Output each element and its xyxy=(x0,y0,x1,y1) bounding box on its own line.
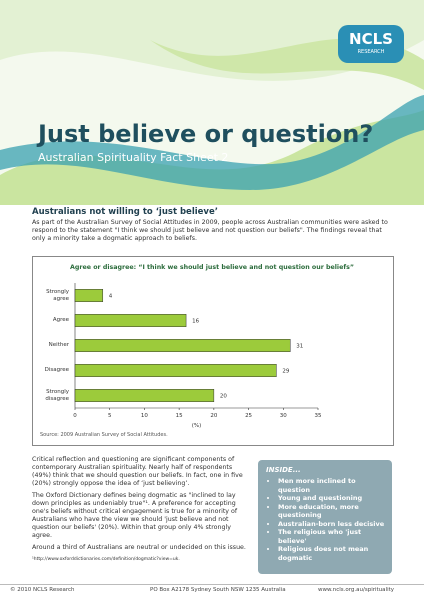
bar xyxy=(74,314,187,327)
footer-center: PO Box A2178 Sydney South NSW 1235 Austr… xyxy=(150,587,286,593)
inside-box: INSIDE... Men more inclined to questionY… xyxy=(258,460,392,574)
value-label: 29 xyxy=(282,369,289,375)
x-axis-label: (%) xyxy=(192,423,202,429)
value-label: 20 xyxy=(220,394,227,400)
bar xyxy=(74,389,215,402)
paragraph: Critical reflection and questioning are … xyxy=(32,456,243,487)
inside-list: Men more inclined to questionYoung and q… xyxy=(258,477,392,562)
subtitle: Australian Spirituality Fact Sheet 2 xyxy=(38,151,229,164)
x-tick-label: 5 xyxy=(108,413,112,419)
x-tick-label: 30 xyxy=(280,413,287,419)
inside-item: The religious who 'just believe' xyxy=(278,528,386,545)
inside-title: INSIDE... xyxy=(266,466,301,474)
x-tick-label: 15 xyxy=(176,413,183,419)
x-tick-label: 20 xyxy=(210,413,217,419)
header-art xyxy=(0,0,424,205)
y-tick-label: Strongly disagree xyxy=(45,389,69,402)
value-label: 16 xyxy=(192,319,199,325)
section-heading: Australians not willing to ‘just believe… xyxy=(32,207,218,217)
body-text: Critical reflection and questioning are … xyxy=(32,456,247,564)
bar xyxy=(74,339,291,352)
inside-item: More education, more questioning xyxy=(278,503,386,520)
bar xyxy=(74,364,277,377)
value-label: 4 xyxy=(109,294,113,300)
x-tick-label: 25 xyxy=(245,413,252,419)
chart-title: Agree or disagree: “I think we should ju… xyxy=(70,264,354,271)
x-tick-label: 0 xyxy=(73,413,77,419)
paragraph: Around a third of Australians are neutra… xyxy=(32,544,246,551)
x-tick-label: 10 xyxy=(141,413,148,419)
chart-box xyxy=(32,256,394,446)
footnote: ¹http://www.oxforddictionaries.com/defin… xyxy=(32,557,180,562)
logo: NCLS xyxy=(349,30,393,48)
footer-right: www.ncls.org.au/spirituality xyxy=(318,587,395,593)
footer-left: © 2010 NCLS Research xyxy=(10,587,75,593)
inside-item: Young and questioning xyxy=(278,494,386,503)
footer-rule xyxy=(0,584,424,585)
x-tick-label: 35 xyxy=(315,413,322,419)
title: Just believe or question? xyxy=(38,120,374,148)
chart-source: Source: 2009 Australian Survey of Social… xyxy=(40,432,168,438)
bar xyxy=(74,289,104,302)
logo-sub: RESEARCH xyxy=(357,49,385,55)
inside-item: Men more inclined to question xyxy=(278,477,386,494)
y-tick-label: Agree xyxy=(52,317,69,324)
paragraph: The Oxford Dictionary defines being dogm… xyxy=(32,492,238,539)
inside-item: Australian-born less decisive xyxy=(278,520,386,529)
y-tick-label: Neither xyxy=(48,342,69,349)
intro: As part of the Australian Survey of Soci… xyxy=(32,219,388,242)
y-tick-label: Disagree xyxy=(44,367,69,374)
chart: 0 5 10 15 20 25 30 35 (%) 4 16 31 29 20 xyxy=(73,283,322,429)
y-tick-label: Strongly agree xyxy=(46,289,69,302)
inside-item: Religious does not mean dogmatic xyxy=(278,545,386,562)
value-label: 31 xyxy=(296,344,303,350)
